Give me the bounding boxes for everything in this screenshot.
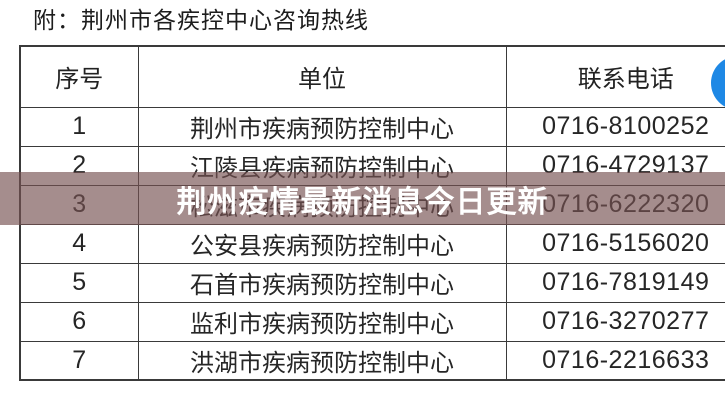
unit-name: 石首市疾病预防控制中心 [137, 262, 507, 303]
blue-circle-button[interactable] [711, 56, 725, 110]
row-number: 5 [19, 262, 139, 303]
phone-number: 0716-8100252 [505, 106, 725, 147]
col-header-no: 序号 [19, 45, 139, 108]
row-number: 7 [19, 340, 139, 381]
table-header-row: 序号 单位 联系电话 [19, 45, 725, 108]
row-number: 1 [19, 106, 139, 147]
table-row: 5 石首市疾病预防控制中心 0716-7819149 [19, 262, 725, 303]
unit-name: 荆州市疾病预防控制中心 [137, 106, 507, 147]
unit-name: 公安县疾病预防控制中心 [137, 223, 507, 264]
phone-number: 0716-5156020 [505, 223, 725, 264]
row-number: 6 [19, 301, 139, 342]
phone-number: 0716-7819149 [505, 262, 725, 303]
page-title: 附：荆州市各疾控中心咨询热线 [33, 7, 369, 33]
row-number: 4 [19, 223, 139, 264]
unit-name: 监利市疾病预防控制中心 [137, 301, 507, 342]
table-body: 1 荆州市疾病预防控制中心 0716-8100252 2 江陵县疾病预防控制中心… [19, 106, 725, 381]
table-row: 7 洪湖市疾病预防控制中心 0716-2216633 [19, 340, 725, 381]
phone-number: 0716-3270277 [505, 301, 725, 342]
col-header-unit: 单位 [137, 45, 507, 108]
table-row: 1 荆州市疾病预防控制中心 0716-8100252 [19, 106, 725, 147]
table-row: 6 监利市疾病预防控制中心 0716-3270277 [19, 301, 725, 342]
table-row: 4 公安县疾病预防控制中心 0716-5156020 [19, 223, 725, 264]
news-banner-text: 荆州疫情最新消息今日更新 [176, 185, 549, 219]
unit-name: 洪湖市疾病预防控制中心 [137, 340, 507, 381]
news-banner-overlay: 荆州疫情最新消息今日更新 [0, 172, 725, 225]
col-header-phone: 联系电话 [505, 45, 725, 108]
table-header: 序号 单位 联系电话 [19, 45, 725, 108]
phone-number: 0716-2216633 [505, 340, 725, 381]
